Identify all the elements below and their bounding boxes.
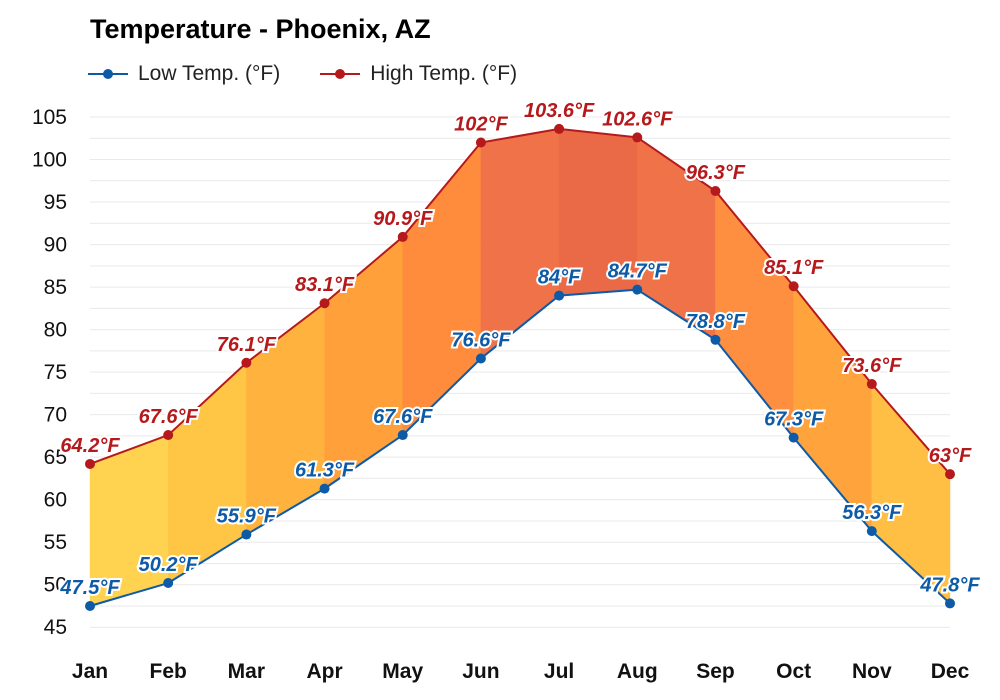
low-temp-label: 47.8°F bbox=[919, 574, 980, 596]
low-temp-label: 76.6°F bbox=[451, 330, 511, 352]
low-temp-point[interactable] bbox=[632, 284, 643, 295]
y-tick-label: 55 bbox=[44, 531, 67, 554]
y-tick-label: 45 bbox=[44, 616, 67, 639]
low-temp-label: 78.8°F bbox=[686, 311, 746, 333]
high-temp-point[interactable] bbox=[397, 231, 408, 242]
low-temp-line bbox=[89, 288, 951, 607]
low-temp-label: 67.3°F bbox=[764, 409, 824, 431]
low-temp-label: 56.3°F bbox=[842, 502, 902, 524]
low-temp-label: 67.6°F bbox=[373, 406, 433, 428]
legend-swatch-low bbox=[88, 69, 128, 79]
legend-swatch-high bbox=[320, 69, 361, 79]
y-tick-label: 90 bbox=[44, 234, 67, 257]
low-temp-point[interactable] bbox=[241, 529, 252, 540]
high-temp-label: 76.1°F bbox=[217, 334, 277, 356]
low-temp-point[interactable] bbox=[397, 430, 408, 441]
legend-item-high[interactable]: High Temp. (°F) bbox=[320, 62, 517, 86]
range-band bbox=[402, 141, 482, 436]
low-temp-label: 84°F bbox=[538, 267, 581, 289]
x-tick-label: Dec bbox=[931, 660, 970, 683]
high-temp-point[interactable] bbox=[632, 132, 643, 143]
range-band bbox=[871, 383, 951, 605]
data-labels: 47.5°F 50.2°F 55.9°F 61.3°F 67.6°F 76.6°F 84°F… bbox=[57, 98, 982, 601]
high-temp-label: 102.6°F bbox=[602, 108, 673, 130]
y-tick-label: 105 bbox=[32, 106, 67, 129]
high-temp-point[interactable] bbox=[163, 430, 174, 441]
high-temp-point[interactable] bbox=[710, 185, 721, 196]
x-tick-label: Aug bbox=[617, 660, 658, 683]
high-temp-label: 103.6°F bbox=[524, 100, 595, 122]
x-tick-label: May bbox=[382, 660, 423, 683]
y-axis: 45 50 55 60 65 70 75 80 85 90 95 100 105 bbox=[32, 106, 67, 639]
y-tick-label: 50 bbox=[44, 574, 67, 597]
low-temp-label: 47.5°F bbox=[59, 577, 120, 599]
range-band bbox=[167, 362, 247, 584]
x-tick-label: Oct bbox=[776, 660, 811, 683]
x-tick-label: Apr bbox=[306, 660, 342, 683]
high-temp-point[interactable] bbox=[241, 357, 252, 368]
series-lines bbox=[89, 127, 951, 607]
x-tick-label: Feb bbox=[150, 660, 187, 683]
high-temp-label: 67.6°F bbox=[139, 406, 199, 428]
x-tick-label: Sep bbox=[696, 660, 735, 683]
chart-title: Temperature - Phoenix, AZ bbox=[90, 14, 431, 44]
x-tick-label: Jan bbox=[72, 660, 108, 683]
high-temp-label: 96.3°F bbox=[686, 162, 746, 184]
high-temp-point[interactable] bbox=[85, 458, 95, 469]
legend: Low Temp. (°F) High Temp. (°F) bbox=[88, 60, 557, 88]
low-temp-label: 55.9°F bbox=[217, 506, 277, 528]
y-tick-label: 75 bbox=[44, 361, 67, 384]
low-temp-point[interactable] bbox=[945, 598, 955, 609]
temperature-range-bands bbox=[89, 128, 951, 607]
high-temp-point[interactable] bbox=[554, 123, 565, 134]
legend-label-high: High Temp. (°F) bbox=[370, 62, 518, 85]
high-temp-point[interactable] bbox=[475, 137, 486, 148]
x-axis: Jan Feb Mar Apr May Jun Jul Aug Sep Oct Nov Dec bbox=[72, 660, 970, 683]
low-temp-label: 84.7°F bbox=[608, 261, 668, 283]
high-temp-label: 73.6°F bbox=[842, 355, 902, 377]
high-temp-label: 102°F bbox=[454, 114, 508, 136]
low-temp-point[interactable] bbox=[788, 432, 799, 443]
low-temp-point[interactable] bbox=[554, 290, 565, 301]
high-temp-point[interactable] bbox=[866, 379, 877, 390]
high-temp-point[interactable] bbox=[945, 469, 955, 480]
high-temp-line bbox=[89, 127, 951, 475]
legend-item-low[interactable]: Low Temp. (°F) bbox=[88, 62, 280, 86]
high-temp-label: 85.1°F bbox=[764, 257, 824, 279]
high-temp-point[interactable] bbox=[788, 281, 799, 292]
x-tick-label: Jul bbox=[544, 660, 574, 683]
y-tick-label: 60 bbox=[44, 489, 67, 512]
high-temp-label: 83.1°F bbox=[295, 274, 355, 296]
y-tick-label: 80 bbox=[44, 319, 67, 342]
y-tick-label: 100 bbox=[32, 149, 67, 172]
x-tick-label: Jun bbox=[462, 660, 499, 683]
y-tick-label: 70 bbox=[44, 404, 67, 427]
high-temp-label: 90.9°F bbox=[373, 208, 433, 230]
y-tick-label: 95 bbox=[44, 191, 67, 214]
y-tick-label: 65 bbox=[44, 446, 67, 469]
low-temp-point[interactable] bbox=[866, 526, 877, 537]
high-temp-label: 63°F bbox=[929, 445, 972, 467]
low-temp-point[interactable] bbox=[475, 353, 486, 364]
y-tick-label: 85 bbox=[44, 276, 67, 299]
high-temp-label: 64.2°F bbox=[60, 435, 120, 457]
series-points bbox=[85, 123, 955, 611]
x-tick-label: Mar bbox=[228, 660, 265, 683]
low-temp-point[interactable] bbox=[710, 334, 721, 345]
low-temp-point[interactable] bbox=[319, 483, 330, 494]
x-tick-label: Nov bbox=[852, 660, 892, 683]
low-temp-label: 50.2°F bbox=[139, 554, 199, 576]
low-temp-point[interactable] bbox=[163, 578, 174, 589]
low-temp-label: 61.3°F bbox=[295, 460, 355, 482]
low-temp-point[interactable] bbox=[85, 600, 95, 611]
range-band bbox=[480, 128, 560, 360]
legend-label-low: Low Temp. (°F) bbox=[138, 62, 281, 85]
high-temp-point[interactable] bbox=[319, 298, 330, 309]
